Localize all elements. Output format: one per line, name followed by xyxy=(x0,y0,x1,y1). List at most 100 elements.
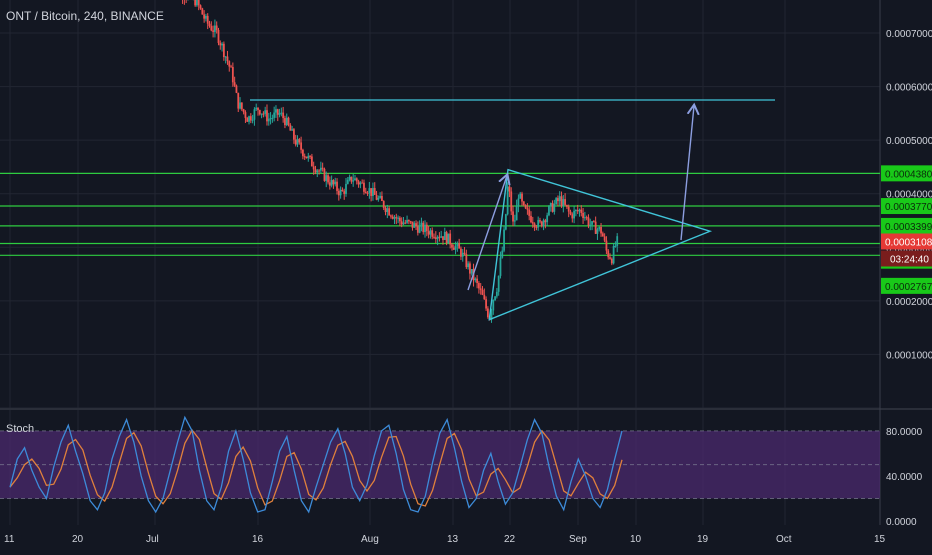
candle-body xyxy=(293,129,295,140)
candle-body xyxy=(551,203,554,212)
timer-label: 03:24:40 xyxy=(890,255,929,266)
candle-body xyxy=(530,215,532,223)
candle-body xyxy=(246,117,249,122)
candle-body xyxy=(255,107,258,110)
candle-body xyxy=(282,112,285,119)
breakout-arrow xyxy=(680,106,694,241)
candle-body xyxy=(549,203,552,207)
candle-body xyxy=(280,112,283,114)
candle-body xyxy=(217,29,220,43)
level-badge xyxy=(881,277,932,294)
candle-body xyxy=(603,236,606,241)
candle-body xyxy=(402,222,405,225)
candle-body xyxy=(461,252,464,257)
candle-body xyxy=(307,155,310,159)
level-badge xyxy=(881,198,932,215)
candle-body xyxy=(451,244,453,248)
candle-body xyxy=(420,222,423,226)
candle-body xyxy=(206,15,209,24)
candle-body xyxy=(537,220,540,228)
candle-body xyxy=(535,226,538,228)
candle-body xyxy=(388,208,391,216)
candle-body xyxy=(492,300,495,311)
candle-body xyxy=(540,221,543,227)
candle-body xyxy=(203,14,206,19)
x-tick-label: 19 xyxy=(697,534,709,545)
candle-body xyxy=(352,180,355,182)
candle-body xyxy=(485,299,487,309)
candle-body xyxy=(381,195,383,201)
candle-body xyxy=(548,206,550,216)
candle-body xyxy=(372,188,374,196)
candle-body xyxy=(285,117,288,126)
candle-body xyxy=(314,169,317,173)
current-price-badge xyxy=(881,233,932,250)
candle-body xyxy=(592,221,595,223)
candle-body xyxy=(594,221,597,234)
candle-body xyxy=(470,269,473,274)
candle-body xyxy=(440,236,443,238)
candle-body xyxy=(582,212,584,219)
candle-body xyxy=(278,113,281,115)
candle-body xyxy=(524,205,527,209)
triangle-pattern xyxy=(488,168,713,321)
candle-body xyxy=(476,278,479,284)
candle-body xyxy=(501,250,504,258)
candle-body xyxy=(379,195,382,198)
candle-body xyxy=(400,221,403,225)
candle-body xyxy=(269,118,272,120)
candle-body xyxy=(546,215,549,223)
candle-body xyxy=(434,237,437,240)
candle-body xyxy=(284,118,286,126)
candle-body xyxy=(294,139,297,145)
candle-body xyxy=(382,200,385,208)
candle-body xyxy=(443,231,446,240)
candle-body xyxy=(375,194,378,200)
candle-body xyxy=(607,250,610,258)
candle-body xyxy=(411,221,414,228)
candle-body xyxy=(469,263,471,274)
x-tick-label: 20 xyxy=(72,534,84,545)
candle-body xyxy=(302,149,304,157)
candle-body xyxy=(539,220,541,222)
candle-body xyxy=(513,220,516,222)
candle-body xyxy=(504,214,507,230)
candle-body xyxy=(228,61,231,67)
candle-body xyxy=(431,230,434,237)
candle-body xyxy=(264,110,267,114)
candle-body xyxy=(533,223,536,227)
candle-body xyxy=(397,217,399,219)
candle-body xyxy=(196,0,198,6)
candle-body xyxy=(393,217,396,219)
candle-body xyxy=(418,225,421,233)
candle-body xyxy=(481,289,484,295)
candle-body xyxy=(213,25,216,32)
candle-body xyxy=(377,197,380,200)
candle-body xyxy=(528,209,531,216)
candle-body xyxy=(566,204,568,207)
candle-body xyxy=(257,107,259,111)
candle-body xyxy=(406,220,408,223)
candle-body xyxy=(260,113,263,115)
candle-body xyxy=(571,214,574,219)
stoch-title: Stoch xyxy=(6,423,34,435)
candle-body xyxy=(390,215,392,217)
candle-body xyxy=(300,142,303,150)
candle-body xyxy=(576,210,579,212)
candle-body xyxy=(249,116,252,121)
candle-body xyxy=(429,230,432,235)
candle-body xyxy=(318,170,320,172)
candle-body xyxy=(253,109,256,120)
candle-body xyxy=(233,82,236,86)
stoch-y-tick-label: 80.0000 xyxy=(886,427,923,438)
candle-body xyxy=(199,5,202,9)
candle-body xyxy=(275,109,277,113)
candle-body xyxy=(460,248,462,257)
candle-body xyxy=(242,109,245,113)
candle-body xyxy=(224,56,227,58)
candle-body xyxy=(427,231,430,235)
candle-body xyxy=(346,179,349,184)
candle-body xyxy=(357,181,360,185)
candle-body xyxy=(508,186,511,192)
x-tick-label: 22 xyxy=(504,534,516,545)
